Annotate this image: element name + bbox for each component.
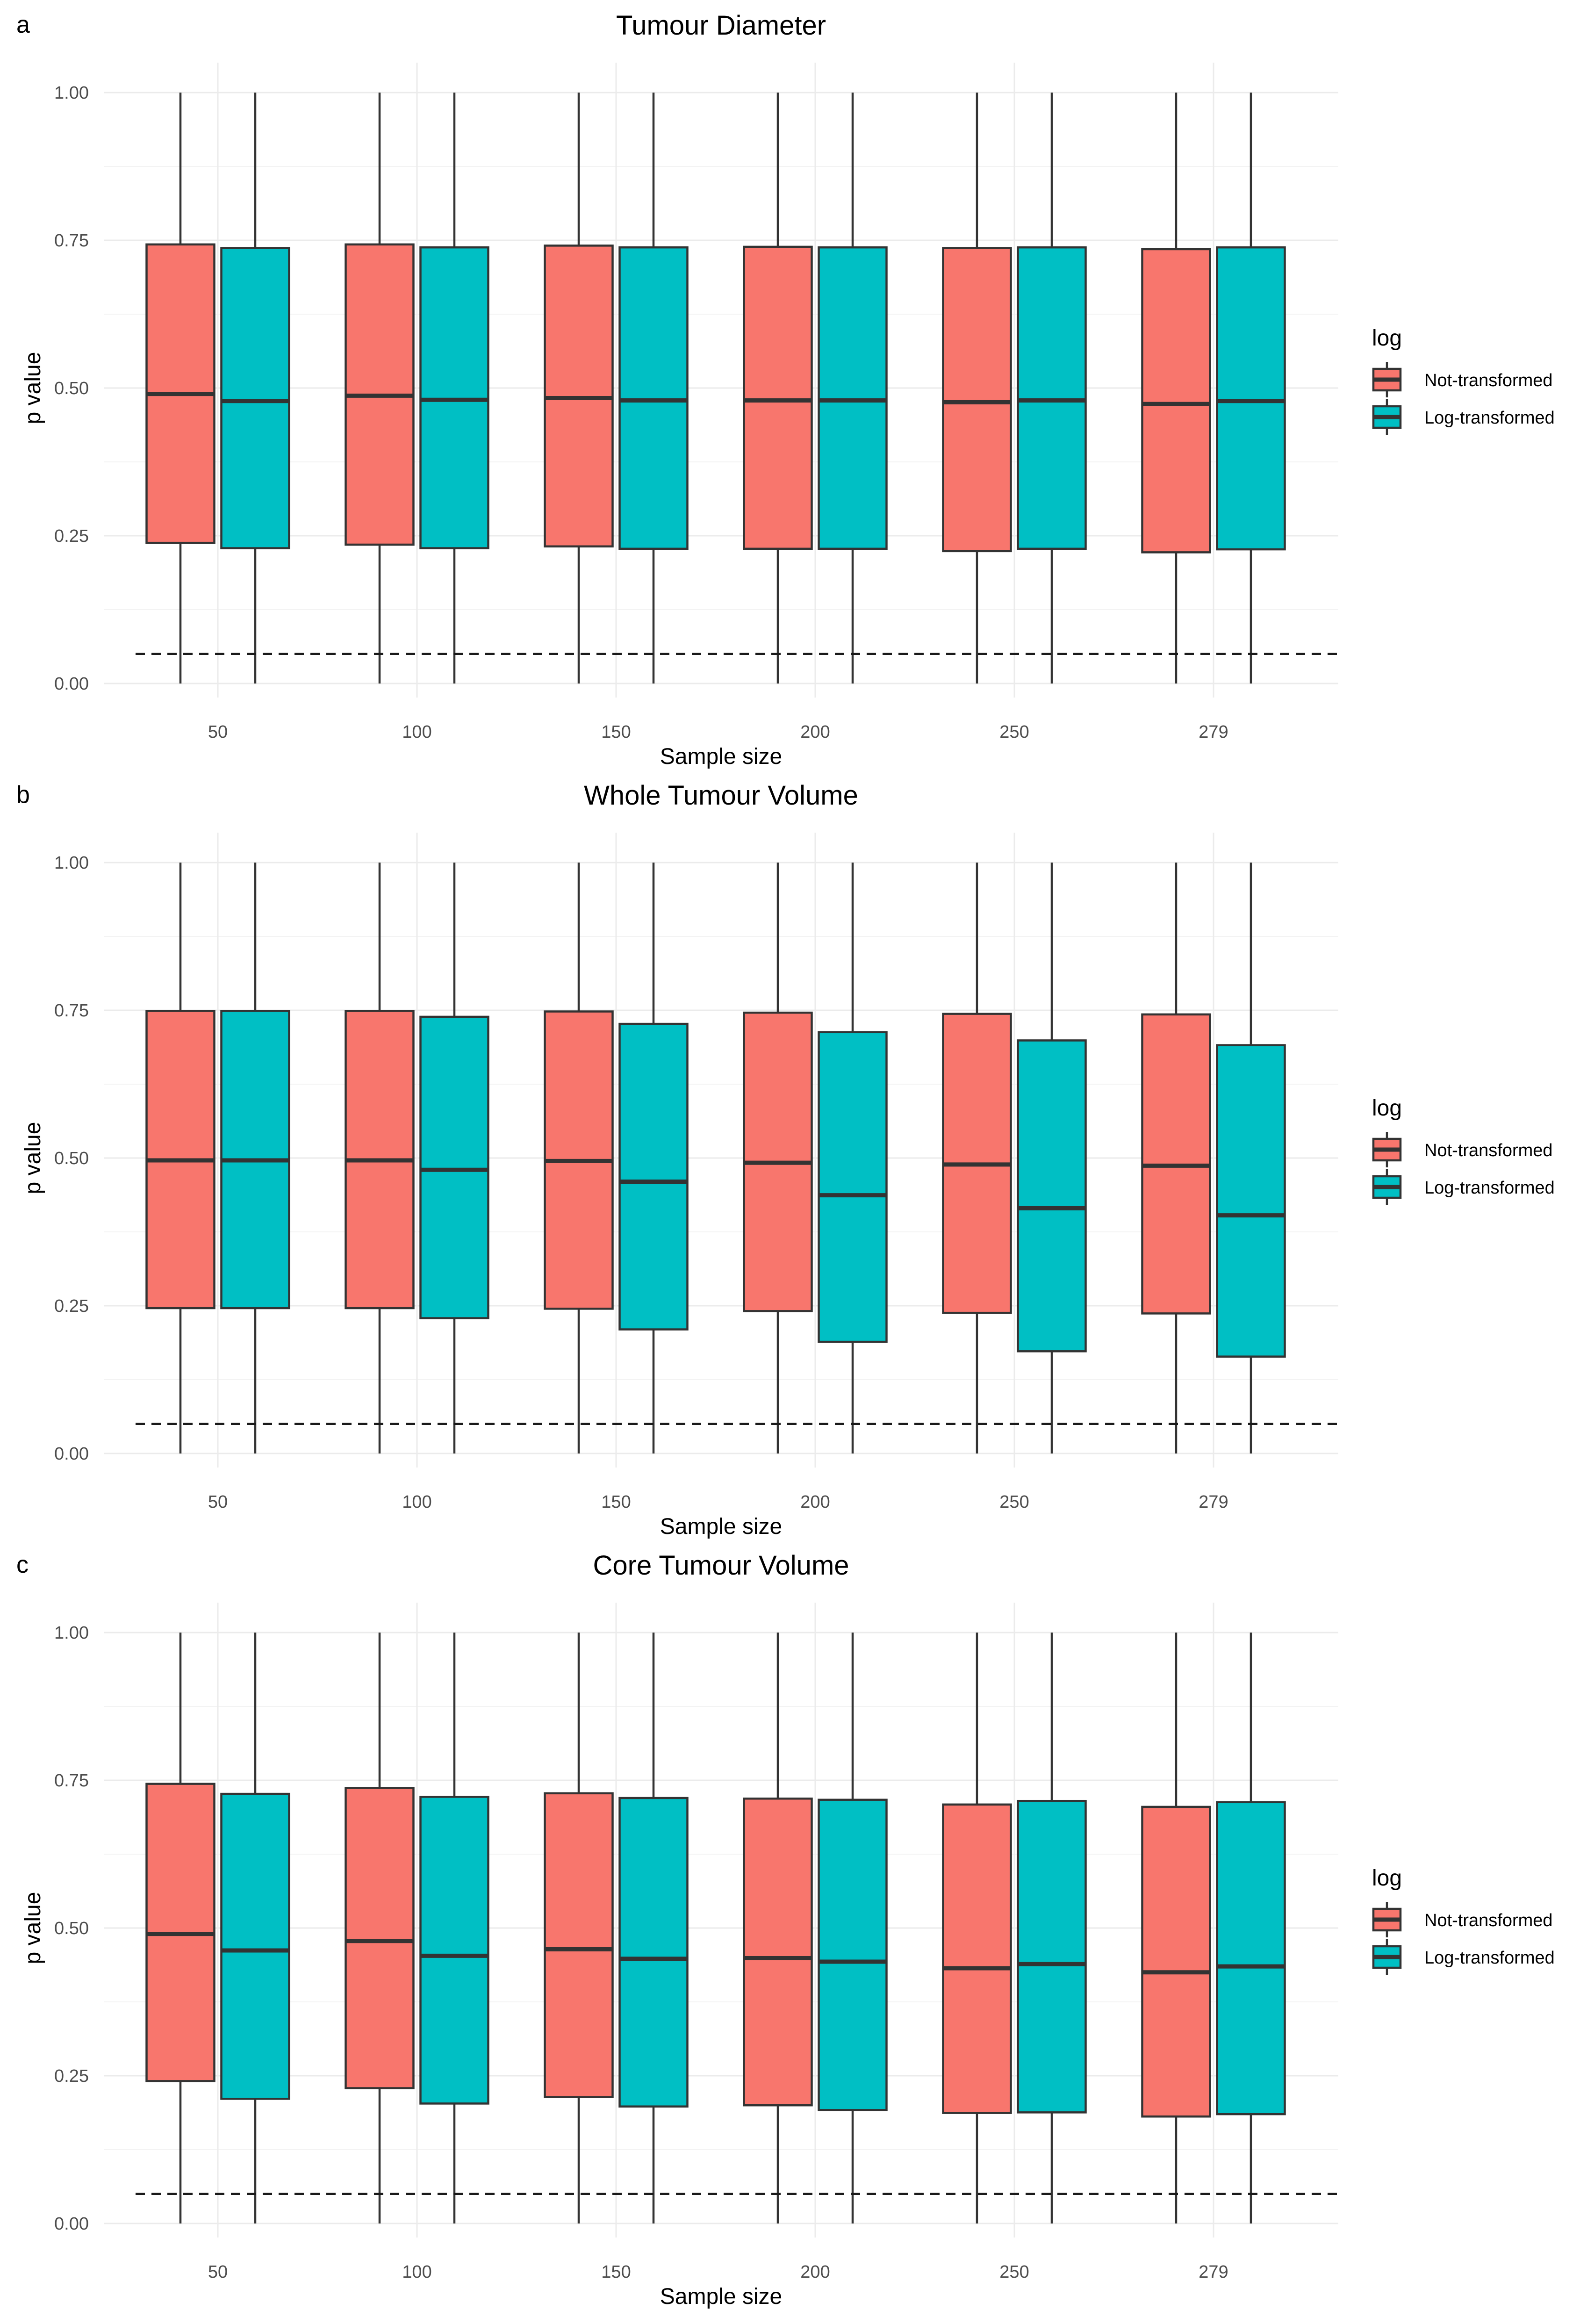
box-log-transformed — [818, 1031, 888, 1343]
chart-panel-b: b Whole Tumour Volume 0.00 0.25 0.50 0.75 1.00… — [16, 780, 1555, 1539]
x-axis-title: Sample size — [660, 1514, 782, 1539]
y-tick-label: 0.25 — [54, 526, 89, 546]
box-log-transformed — [818, 246, 888, 550]
panel-letter: a — [16, 11, 30, 38]
box-not-transformed — [743, 1797, 813, 2107]
box-log-transformed — [818, 1799, 888, 2111]
x-tick-label: 279 — [1199, 1492, 1228, 1512]
x-tick-label: 150 — [601, 1492, 631, 1512]
x-tick-label: 200 — [800, 2262, 830, 2282]
x-tick-label: 250 — [999, 1492, 1029, 1512]
box-not-transformed — [1141, 1806, 1211, 2118]
y-tick-label: 0.00 — [54, 1444, 89, 1464]
chart-title: Core Tumour Volume — [593, 1550, 849, 1581]
box-log-transformed — [419, 1796, 489, 2105]
y-tick-label: 1.00 — [54, 1623, 89, 1643]
y-tick-label: 0.50 — [54, 1149, 89, 1168]
x-tick-label: 250 — [999, 722, 1029, 742]
y-tick-label: 0.75 — [54, 231, 89, 251]
legend-label: Log-transformed — [1424, 408, 1555, 428]
box-log-transformed — [1216, 246, 1286, 551]
box-log-transformed — [220, 1792, 290, 2100]
x-tick-label: 279 — [1199, 722, 1228, 742]
box-not-transformed — [345, 1787, 415, 2089]
y-tick-label: 1.00 — [54, 853, 89, 873]
y-axis-title: p value — [21, 352, 45, 425]
y-tick-label: 0.00 — [54, 2214, 89, 2234]
chart-title: Whole Tumour Volume — [584, 780, 858, 811]
y-tick-label: 0.25 — [54, 1296, 89, 1316]
legend-label: Not-transformed — [1424, 1911, 1553, 1930]
x-tick-label: 150 — [601, 722, 631, 742]
box-not-transformed — [1141, 248, 1211, 554]
legend-label: Log-transformed — [1424, 1178, 1555, 1198]
legend-label: Not-transformed — [1424, 1141, 1553, 1160]
box-log-transformed — [419, 1015, 489, 1319]
box-log-transformed — [1017, 246, 1087, 550]
x-tick-label: 100 — [402, 2262, 431, 2282]
box-log-transformed — [618, 1797, 689, 2108]
legend-title: log — [1372, 1866, 1402, 1891]
y-tick-label: 0.50 — [54, 1919, 89, 1938]
box-log-transformed — [1216, 1044, 1286, 1358]
x-tick-label: 200 — [800, 722, 830, 742]
x-tick-label: 200 — [800, 1492, 830, 1512]
box-log-transformed — [1017, 1799, 1087, 2114]
panel-letter: b — [16, 781, 30, 808]
y-tick-label: 0.75 — [54, 1771, 89, 1791]
legend-title: log — [1372, 1096, 1402, 1121]
box-not-transformed — [544, 1792, 614, 2098]
y-tick-label: 0.25 — [54, 2066, 89, 2086]
x-tick-label: 50 — [208, 722, 228, 742]
x-tick-label: 100 — [402, 722, 431, 742]
chart-panel-c: c Core Tumour Volume 0.00 0.25 0.50 0.75 1.00 5… — [16, 1550, 1555, 2309]
box-log-transformed — [220, 247, 290, 549]
y-axis-title: p value — [21, 1122, 45, 1194]
y-tick-label: 1.00 — [54, 83, 89, 103]
y-axis-title: p value — [21, 1892, 45, 1964]
y-tick-label: 0.75 — [54, 1001, 89, 1021]
x-tick-label: 100 — [402, 1492, 431, 1512]
y-tick-label: 0.00 — [54, 674, 89, 694]
y-tick-label: 0.50 — [54, 379, 89, 398]
panel-letter: c — [16, 1551, 29, 1578]
box-log-transformed — [618, 1022, 689, 1331]
x-tick-label: 150 — [601, 2262, 631, 2282]
legend-label: Not-transformed — [1424, 371, 1553, 390]
box-log-transformed — [618, 246, 689, 550]
legend-label: Log-transformed — [1424, 1948, 1555, 1968]
chart-panel-a: a Tumour Diameter 0.00 0.25 0.50 0.75 1.00 50 10… — [16, 10, 1555, 769]
x-tick-label: 279 — [1199, 2262, 1228, 2282]
box-log-transformed — [1216, 1801, 1286, 2115]
x-tick-label: 50 — [208, 2262, 228, 2282]
box-log-transformed — [1017, 1039, 1087, 1353]
box-not-transformed — [942, 1803, 1012, 2114]
box-not-transformed — [743, 245, 813, 550]
x-axis-title: Sample size — [660, 744, 782, 769]
legend-title: log — [1372, 326, 1402, 351]
x-axis-title: Sample size — [660, 2284, 782, 2309]
chart-title: Tumour Diameter — [616, 10, 826, 41]
x-tick-label: 50 — [208, 1492, 228, 1512]
x-tick-label: 250 — [999, 2262, 1029, 2282]
box-not-transformed — [942, 247, 1012, 553]
